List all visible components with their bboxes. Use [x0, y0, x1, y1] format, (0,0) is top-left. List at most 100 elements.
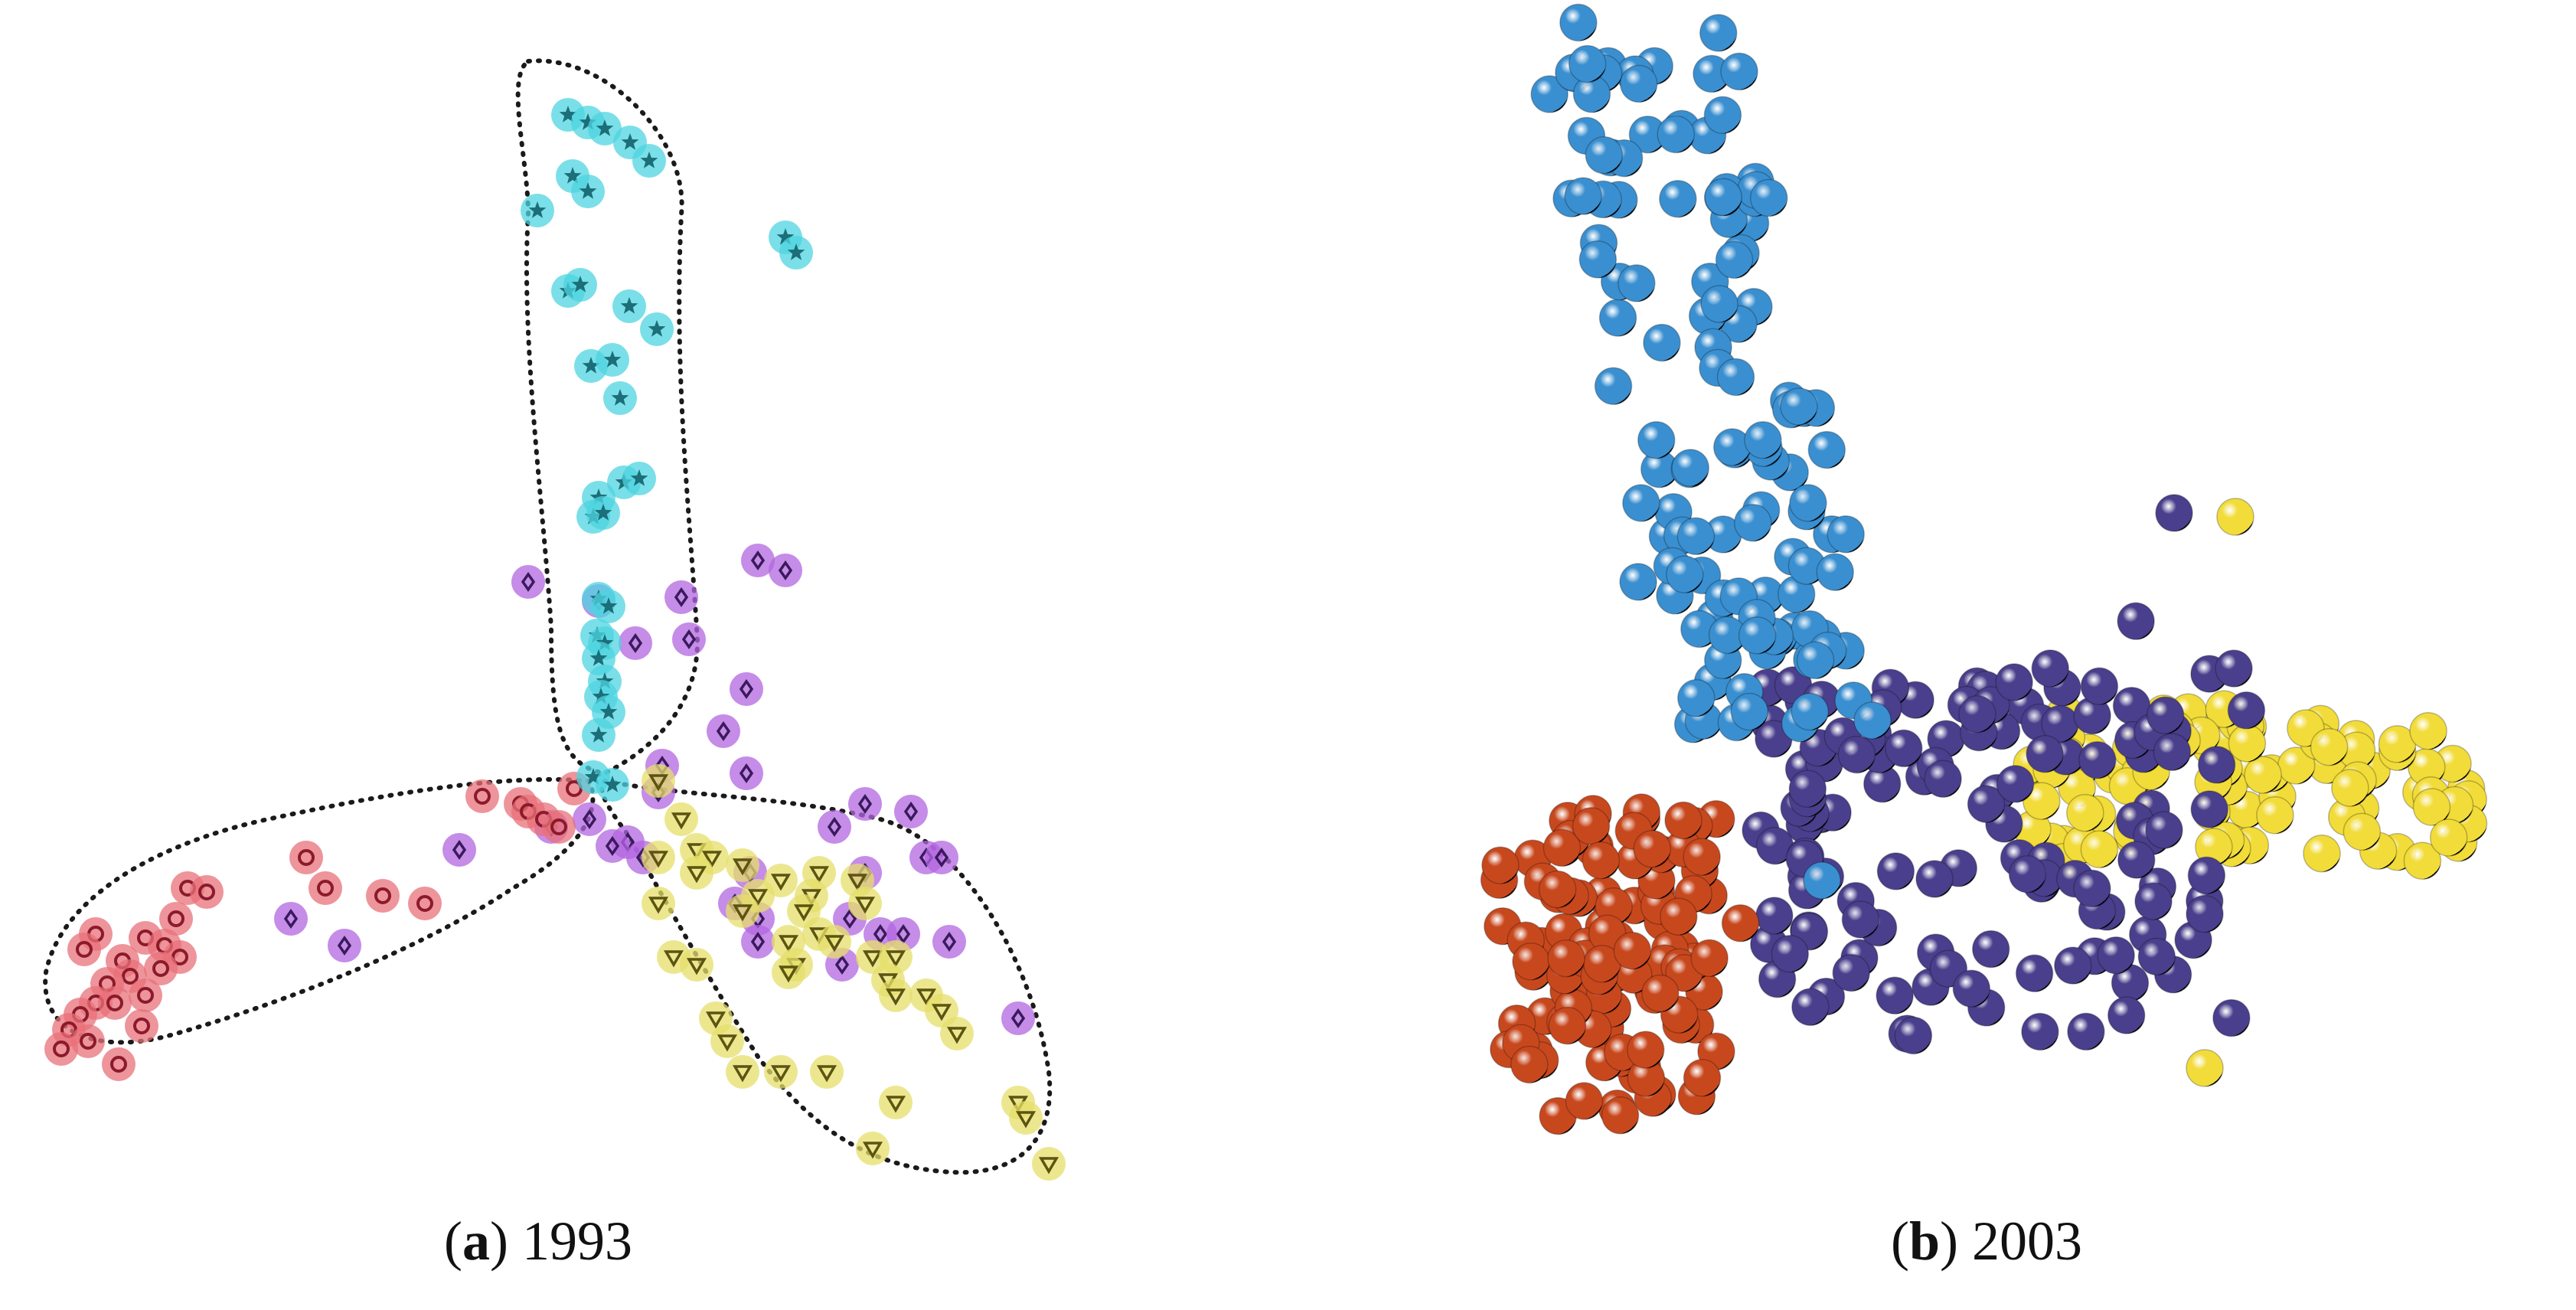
red-sphere: [1690, 939, 1729, 978]
cyan-point-marker-icon: [579, 182, 597, 199]
red-sphere: [1543, 828, 1582, 867]
purple-sphere: [1971, 929, 2010, 969]
red-sphere: [1660, 897, 1698, 936]
purple-point-marker-icon: [681, 629, 697, 650]
cyan-point-marker-icon: [559, 106, 577, 123]
blue-sphere: [1559, 3, 1598, 42]
red-point-marker-icon: [76, 941, 93, 958]
red-point-marker-icon: [53, 1040, 70, 1057]
yellow-point-marker-icon: [778, 935, 799, 952]
yellow-point-marker-icon: [686, 958, 707, 975]
cyan-point-marker-icon: [589, 649, 608, 666]
yellow-point-marker-icon: [648, 897, 669, 914]
yellow-sphere: [2066, 793, 2104, 832]
purple-sphere: [2097, 936, 2135, 975]
purple-point-halo: [672, 622, 706, 656]
red-sphere: [1633, 829, 1671, 868]
purple-sphere: [1967, 785, 2006, 823]
purple-point-halo: [818, 810, 851, 844]
purple-point-marker-icon: [739, 678, 754, 700]
cyan-point-marker-icon: [579, 113, 597, 130]
blue-sphere: [1827, 515, 1865, 554]
purple-sphere: [2145, 811, 2183, 849]
blue-sphere: [1677, 517, 1716, 556]
blue-sphere: [1807, 430, 1846, 469]
red-point-marker-icon: [110, 1056, 127, 1073]
yellow-point-marker-icon: [770, 874, 792, 891]
yellow-point-halo: [764, 1055, 798, 1089]
red-sphere: [1664, 801, 1703, 840]
blue-sphere: [1568, 44, 1607, 83]
blue-sphere: [1598, 299, 1637, 337]
yellow-point-marker-icon: [862, 950, 883, 968]
purple-point-halo: [1001, 1001, 1035, 1035]
yellow-sphere: [2343, 812, 2382, 851]
cyan-point-marker-icon: [599, 703, 618, 720]
blue-sphere: [1699, 14, 1738, 52]
purple-point-marker-icon: [605, 835, 620, 857]
yellow-point-halo: [810, 1055, 844, 1089]
purple-point-halo: [894, 795, 928, 828]
red-point-halo: [309, 871, 342, 905]
purple-sphere: [2117, 841, 2156, 879]
blue-sphere: [1738, 616, 1777, 655]
red-sphere: [1582, 841, 1621, 880]
yellow-point-halo: [1009, 1101, 1043, 1135]
purple-sphere: [1876, 852, 1915, 890]
red-point-marker-icon: [152, 960, 169, 977]
red-sphere: [1572, 807, 1611, 845]
purple-point-marker-icon: [750, 931, 766, 952]
red-point-halo: [71, 1024, 105, 1058]
yellow-point-halo: [726, 894, 759, 928]
blue-sphere-group: [1530, 3, 1892, 743]
purple-point-marker-icon: [857, 793, 873, 815]
purple-point-marker-icon: [716, 720, 731, 742]
purple-point-halo: [730, 756, 763, 790]
red-point-halo: [102, 1047, 135, 1081]
red-point-marker-icon: [317, 880, 334, 897]
purple-point-marker-icon: [452, 839, 467, 861]
blue-sphere: [1579, 240, 1618, 279]
purple-point-marker-icon: [337, 935, 352, 956]
yellow-point-halo: [710, 1024, 744, 1058]
red-sphere: [1613, 932, 1652, 970]
red-point-marker-icon: [374, 887, 391, 904]
caption-b: (b) 2003: [1891, 1210, 2083, 1272]
yellow-point-marker-icon: [946, 1027, 968, 1044]
purple-sphere: [1788, 769, 1827, 809]
yellow-point-halo: [1032, 1147, 1066, 1181]
purple-sphere: [1885, 729, 1923, 768]
blue-sphere: [1622, 484, 1660, 522]
blue-sphere: [1657, 115, 1695, 154]
red-point-halo: [125, 1009, 158, 1043]
red-point-halo: [159, 902, 193, 936]
yellow-point-halo: [879, 978, 913, 1012]
purple-point-marker-icon: [896, 923, 911, 945]
purple-sphere: [2031, 649, 2069, 688]
yellow-point-halo: [856, 1132, 890, 1165]
purple-sphere: [1876, 976, 1914, 1015]
red-sphere: [1626, 1031, 1665, 1069]
cyan-point-marker-icon: [571, 276, 589, 292]
yellow-sphere: [2403, 841, 2442, 880]
caption-b-year: 2003: [1972, 1210, 2083, 1272]
purple-point-halo: [664, 580, 698, 614]
blue-sphere: [1789, 484, 1827, 522]
yellow-point-marker-icon: [1038, 1157, 1059, 1174]
yellow-sphere: [2256, 796, 2294, 835]
purple-point-halo: [573, 802, 606, 836]
purple-point-halo: [328, 929, 361, 962]
yellow-sphere: [2310, 727, 2349, 766]
purple-sphere: [2186, 894, 2224, 933]
red-point-marker-icon: [198, 884, 215, 900]
yellow-point-group: [642, 764, 1066, 1181]
red-point-marker-icon: [80, 1033, 96, 1050]
purple-sphere: [2212, 998, 2251, 1037]
purple-point-marker-icon: [739, 763, 754, 784]
purple-sphere: [2146, 696, 2185, 735]
red-sphere: [1601, 1096, 1640, 1135]
purple-point-halo: [274, 902, 308, 936]
blue-sphere: [1816, 553, 1854, 591]
blue-sphere: [1749, 178, 1788, 217]
red-point-halo: [408, 887, 442, 920]
